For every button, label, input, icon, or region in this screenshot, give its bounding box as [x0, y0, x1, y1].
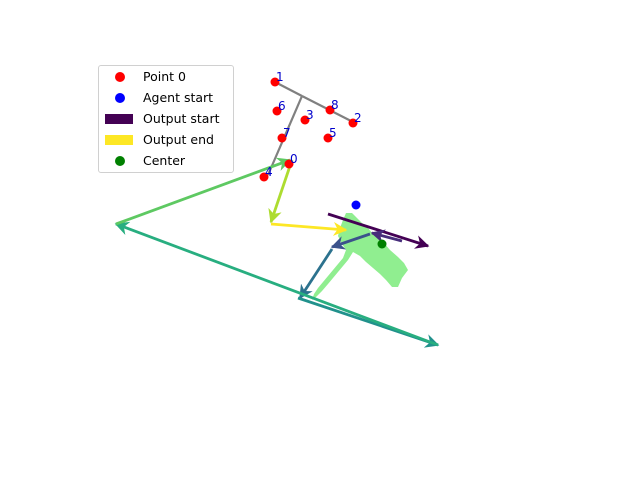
legend-item-output-start: Output start — [99, 109, 233, 129]
legend-label: Agent start — [143, 90, 213, 105]
point-marker-icon — [115, 72, 125, 82]
legend-item-output-end: Output end — [99, 130, 233, 150]
legend-label: Output start — [143, 111, 220, 126]
keypoint-label: 3 — [306, 108, 314, 122]
output-start-patch-icon — [105, 114, 133, 124]
keypoint-label: 1 — [276, 70, 284, 84]
skeleton-line — [275, 82, 302, 96]
keypoint-label: 7 — [283, 126, 291, 140]
legend: Point 0 Agent start Output start Output … — [98, 65, 234, 173]
legend-label: Output end — [143, 132, 214, 147]
keypoint-label: 8 — [331, 98, 339, 112]
legend-label: Point 0 — [143, 69, 186, 84]
agent-start-marker — [352, 201, 361, 210]
keypoint-label: 4 — [265, 165, 273, 179]
keypoint-label: 0 — [290, 152, 298, 166]
center-marker — [378, 240, 387, 249]
keypoint-label: 2 — [354, 111, 362, 125]
trajectory-arrow — [271, 160, 292, 222]
legend-item-point-0: Point 0 — [99, 67, 233, 87]
legend-item-agent-start: Agent start — [99, 88, 233, 108]
output-end-patch-icon — [105, 135, 133, 145]
keypoint-label: 5 — [329, 126, 337, 140]
agent-start-marker-icon — [115, 93, 125, 103]
trajectory-arrow — [300, 249, 332, 298]
trajectory-arrow — [116, 224, 438, 345]
keypoint-label: 6 — [278, 99, 286, 113]
skeleton-lines — [268, 82, 353, 175]
trajectory-arrow — [271, 224, 346, 230]
center-marker-icon — [115, 156, 125, 166]
legend-item-center: Center — [99, 151, 233, 171]
legend-label: Center — [143, 153, 185, 168]
